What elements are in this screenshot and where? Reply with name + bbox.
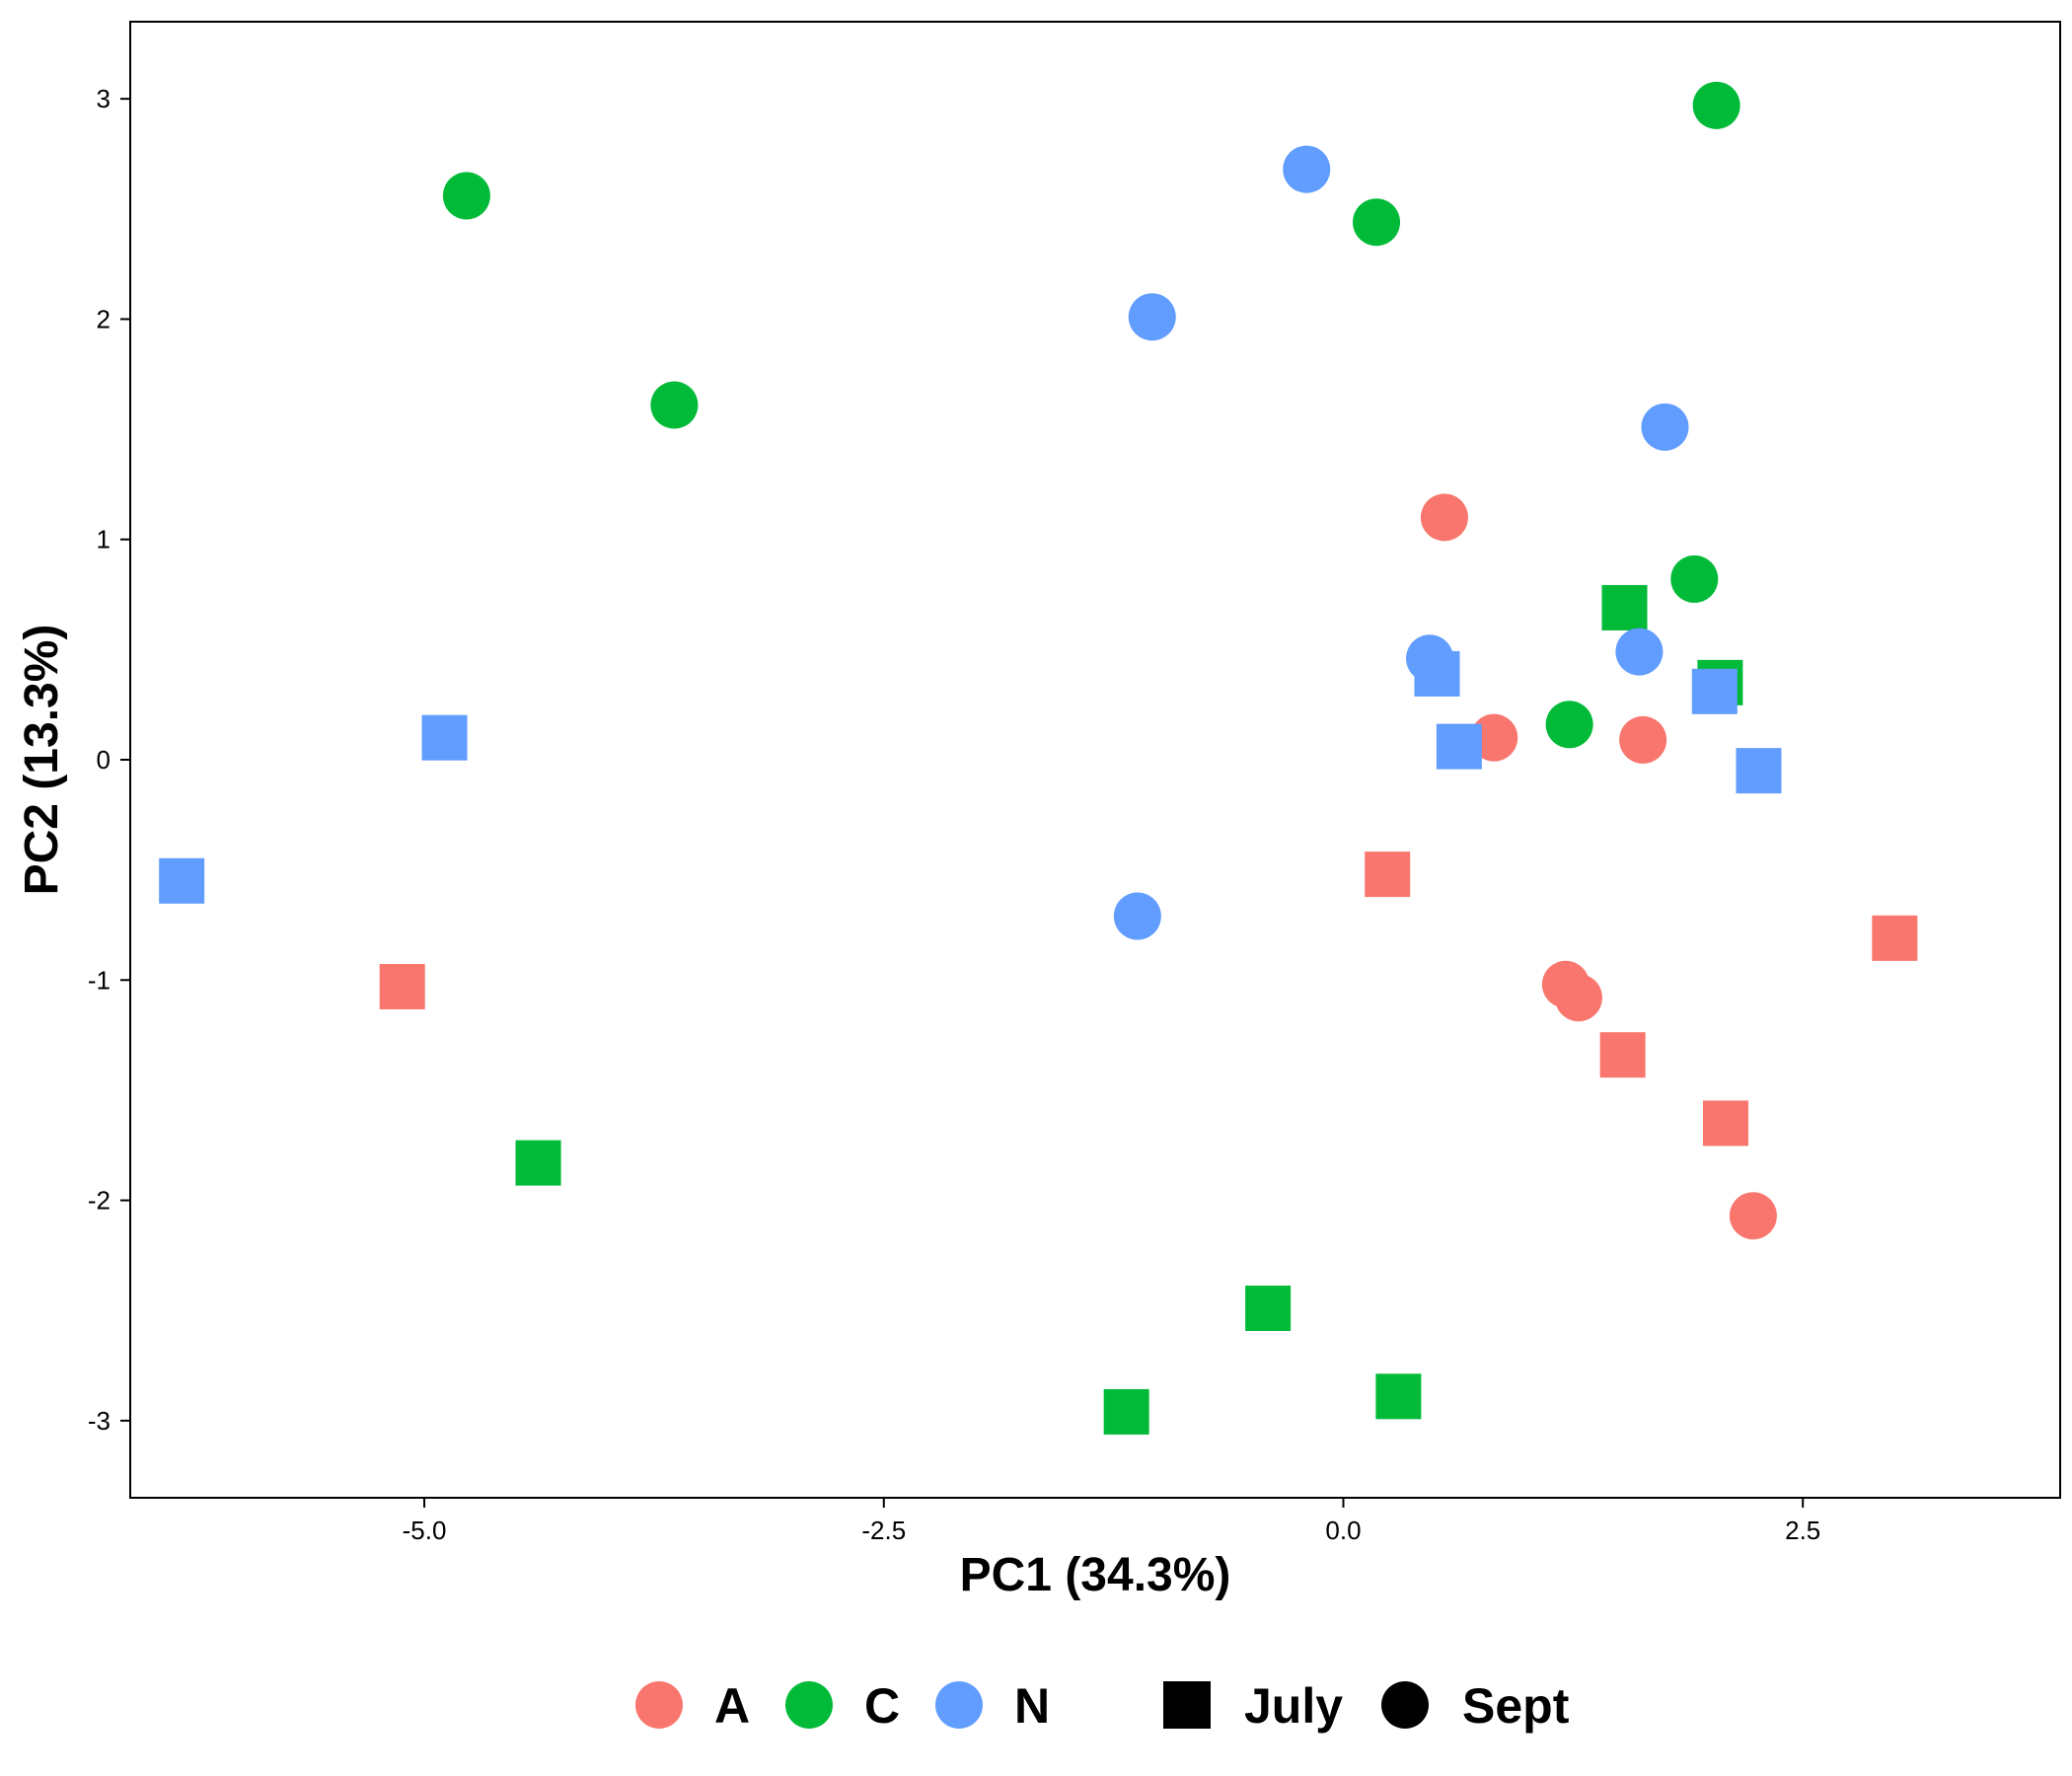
y-tick-label: 0: [97, 745, 111, 775]
data-point-sept-a: [1554, 974, 1602, 1022]
y-tick-label: -2: [88, 1186, 111, 1216]
data-point-sept-n: [1615, 628, 1664, 676]
data-point-sept-c: [1692, 81, 1740, 129]
x-tick-label: 0.0: [1325, 1516, 1361, 1545]
data-point-sept-n: [1128, 293, 1176, 341]
data-point-july-c: [515, 1140, 561, 1186]
data-point-july-n: [1414, 650, 1460, 697]
data-point-sept-c: [1353, 198, 1401, 247]
data-point-july-a: [1365, 851, 1411, 898]
legend-label-a: A: [714, 1678, 750, 1734]
y-tick-label: -1: [88, 965, 111, 995]
legend: A C N July Sept: [635, 1678, 1570, 1734]
data-point-sept-a: [1729, 1192, 1777, 1240]
legend-label-c: C: [864, 1678, 900, 1734]
y-axis-title: PC2 (13.3%): [16, 625, 68, 896]
data-point-sept-c: [650, 381, 699, 429]
data-point-july-c: [1245, 1285, 1292, 1331]
x-axis-title: PC1 (34.3%): [960, 1549, 1231, 1601]
data-point-july-a: [1702, 1100, 1748, 1147]
legend-key-n: [935, 1681, 983, 1729]
data-point-july-n: [1436, 723, 1482, 770]
data-point-july-n: [1736, 748, 1782, 794]
data-points: [159, 81, 1918, 1435]
plot-panel-border: [129, 21, 2061, 1499]
data-point-july-c: [1601, 584, 1648, 630]
y-tick-label: 3: [97, 84, 111, 113]
legend-label-sept: Sept: [1462, 1678, 1570, 1734]
legend-label-july: July: [1244, 1678, 1343, 1734]
data-point-sept-a: [1619, 715, 1667, 764]
legend-key-sept: [1381, 1681, 1429, 1729]
data-point-july-c: [1103, 1388, 1149, 1435]
y-tick-label: -3: [88, 1406, 111, 1436]
x-tick-label: -5.0: [403, 1516, 447, 1545]
data-point-july-a: [379, 963, 425, 1009]
x-tick-label: 2.5: [1785, 1516, 1820, 1545]
y-tick-label: 1: [97, 525, 111, 555]
legend-key-a: [635, 1681, 683, 1729]
data-point-july-n: [421, 714, 468, 761]
data-point-sept-c: [1545, 701, 1593, 749]
legend-label-n: N: [1014, 1678, 1050, 1734]
data-point-sept-a: [1420, 493, 1468, 542]
legend-key-c: [785, 1681, 833, 1729]
data-point-sept-a: [1470, 713, 1518, 762]
data-point-july-a: [1599, 1032, 1646, 1078]
y-tick-label: 2: [97, 304, 111, 333]
data-point-sept-c: [1670, 555, 1719, 603]
x-tick-label: -2.5: [861, 1516, 906, 1545]
data-point-july-n: [159, 857, 205, 904]
data-point-sept-c: [442, 172, 490, 220]
legend-key-july: [1163, 1681, 1211, 1729]
data-point-july-n: [1691, 668, 1738, 714]
x-axis-ticks: -5.0 -2.5 0.0 2.5: [403, 1498, 1820, 1545]
data-point-july-a: [1872, 915, 1918, 961]
data-point-sept-n: [1641, 403, 1689, 451]
data-point-sept-n: [1283, 145, 1331, 193]
data-point-july-c: [1375, 1373, 1422, 1420]
y-axis-ticks: -3 -2 -1 0 1 2 3: [88, 84, 130, 1436]
data-point-sept-n: [1113, 892, 1161, 940]
